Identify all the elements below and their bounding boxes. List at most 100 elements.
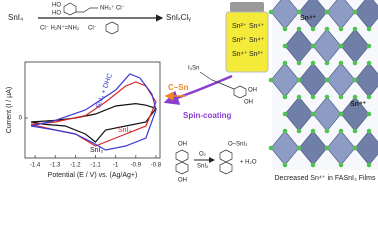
product: SnIₓClᵧ [166,13,191,22]
iodide [352,9,358,15]
additive-label: HO [52,3,61,9]
iodide [366,128,372,134]
ring [175,161,189,175]
iodide [324,77,330,83]
ring [233,85,247,99]
x-tick-label: -0.8 [151,163,162,169]
iodide [324,26,330,32]
iodide [310,111,316,117]
x-tick-label: -1.3 [50,163,61,169]
vial-label: Sn²⁺ [249,51,264,58]
iodide [282,43,288,49]
vial-cap [230,2,264,12]
iodide [324,145,330,151]
x-tick-label: -1.2 [70,163,81,169]
iodide [310,60,316,66]
iodide [338,162,344,168]
complex-label: I₃Sn [188,66,199,72]
iodide [310,94,316,100]
iodide [366,43,372,49]
iodide [366,26,372,32]
iodide [338,128,344,134]
iodide [268,145,274,151]
cv-curve [30,81,157,147]
x-axis-label: Potential (E / V) vs. (Ag/Ag+) [48,172,138,179]
iodide [296,128,302,134]
iodide [366,60,372,66]
iodide [366,111,372,117]
chain [199,71,235,90]
iodide [366,162,372,168]
iodide [352,128,358,134]
y-tick-label: 0 [19,116,23,122]
additive-label: HO [52,11,61,17]
series-label: SnI₂ [90,147,104,154]
vial-label: Sn²⁺ [232,37,247,44]
ring [219,149,233,163]
iodide [324,60,330,66]
oxidation-label: OH [178,142,187,148]
vial-label: Sn⁴⁺ [249,37,265,44]
iodide [338,94,344,100]
iodide [282,162,288,168]
iodide [282,111,288,117]
crystal-caption: Decreased Sn⁴⁺ in FASnI₃ Films [275,175,376,182]
iodide [296,145,302,151]
iodide [282,128,288,134]
iodide [296,60,302,66]
vial-label: Sn⁴⁺ [249,23,265,30]
bond-label: C–Sn [168,83,189,92]
iodide [366,94,372,100]
spin-coating-label: Spin-coating [183,111,232,120]
ring [105,21,119,35]
x-tick-label: -1.4 [30,163,41,169]
complex-label: OH [244,100,253,106]
x-tick-label: -1.1 [90,163,101,169]
iodide [310,128,316,134]
iodide [282,94,288,100]
vial-label: Sn⁴⁺ [232,51,248,58]
reagent-top: O₂ [199,152,207,158]
iodide [352,26,358,32]
iodide [338,26,344,32]
oxidation-label: OH [178,178,187,184]
iodide [324,94,330,100]
iodide [352,60,358,66]
iodide [296,26,302,32]
crystal-label: Sn⁴⁺ [350,101,366,108]
iodide [310,26,316,32]
byproduct: + H₂O [240,160,257,166]
iodide [268,9,274,15]
reactant: SnI₄ [8,13,23,22]
additive-label: NH₃⁺ Cl⁻ [100,5,125,12]
iodide [338,111,344,117]
iodide [282,60,288,66]
x-tick-label: -1 [113,163,119,169]
series-label: SnI₄ [118,127,132,134]
iodide [282,26,288,32]
additive-label: Cl⁻ [88,26,97,32]
additive-label: Cl⁻ H₂N⁺=NH₂ [40,25,80,32]
iodide [352,94,358,100]
iodide [268,77,274,83]
cv-curve [30,73,157,151]
iodide [310,162,316,168]
ring [175,149,189,163]
iodide [324,128,330,134]
vial [225,11,269,73]
plot-frame [24,61,161,159]
chain [76,7,98,13]
reagent-bottom: SnI₂ [197,164,209,170]
vial-label: Sn²⁺ [232,23,247,30]
crystal-label: Sn⁴⁺ [300,15,316,22]
iodide [352,145,358,151]
iodide [324,9,330,15]
iodide [352,77,358,83]
iodide [338,43,344,49]
iodide [296,9,302,15]
complex-label: OH [248,88,257,94]
oxidation-product: O–SnI₂ [228,142,248,148]
iodide [296,94,302,100]
iodide [338,60,344,66]
series-label: SnI₄ + DHC [95,73,114,110]
